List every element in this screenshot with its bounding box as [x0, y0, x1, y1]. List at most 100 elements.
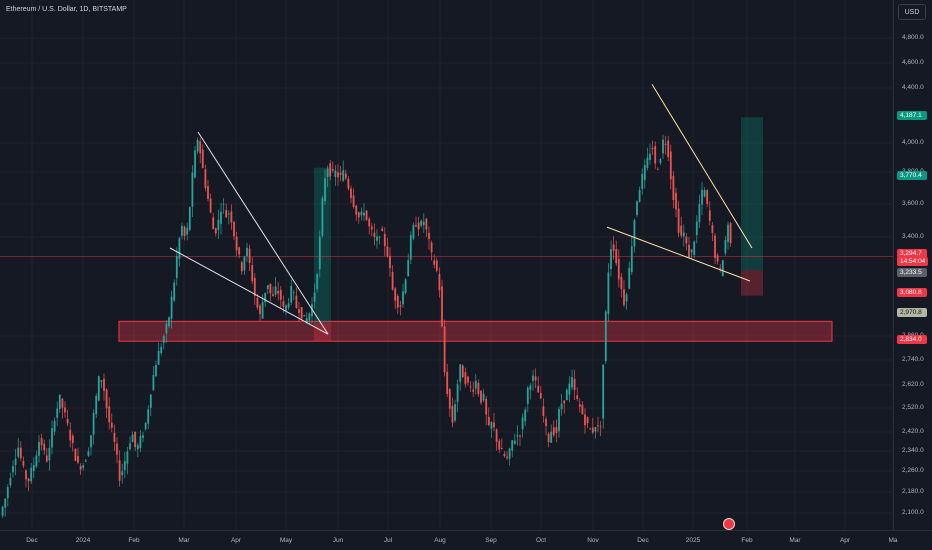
candle-body	[490, 421, 493, 429]
candle-body	[711, 225, 714, 233]
candle-body	[290, 285, 293, 303]
candle-body	[240, 262, 243, 272]
candle-body	[357, 212, 360, 218]
candle-body	[649, 153, 651, 160]
candle-body	[316, 274, 319, 290]
candle-body	[246, 247, 248, 257]
time-tick-label: Jun	[332, 537, 344, 544]
candle-body	[19, 447, 22, 459]
time-tick-label: Ma	[888, 537, 898, 544]
candle-body	[136, 445, 139, 450]
candle-body	[620, 276, 623, 289]
currency-button[interactable]: USD	[898, 4, 926, 20]
time-tick-label: May	[279, 537, 293, 544]
candle-body	[48, 447, 51, 461]
candle-body	[329, 163, 332, 177]
candle-body	[651, 147, 654, 150]
candle-body	[433, 260, 436, 265]
candle-body	[625, 294, 628, 302]
chart-title: Ethereum / U.S. Dollar, 1D, BITSTAMP	[6, 6, 127, 13]
candle-body	[220, 211, 222, 224]
long-position-stop	[314, 323, 331, 342]
candle-body	[186, 228, 189, 235]
candle-body	[123, 461, 126, 471]
time-axis-divider	[0, 530, 932, 531]
candle-body	[552, 427, 555, 436]
candle-body	[690, 249, 693, 253]
candle-body	[386, 246, 389, 257]
candle-body	[194, 150, 196, 178]
candle-body	[134, 431, 137, 448]
tradingview-events-icon[interactable]	[723, 518, 735, 530]
candle-body	[170, 296, 173, 319]
candle-body	[682, 232, 685, 237]
candle-body	[350, 188, 352, 198]
candle-body	[74, 448, 77, 462]
price-tick-label: 3,400.0	[902, 233, 924, 240]
candle-body	[542, 406, 545, 416]
candle-body	[168, 317, 170, 327]
candle-body	[160, 346, 163, 354]
price-tick-label: 2,620.0	[902, 381, 924, 388]
candle-body	[659, 159, 662, 163]
candle-body	[537, 385, 540, 393]
price-tick-label: 2,740.0	[902, 356, 924, 363]
candle-body	[248, 248, 251, 264]
price-tick-label: 2,520.0	[902, 404, 924, 411]
candle-body	[238, 247, 241, 255]
candle-body	[610, 249, 612, 270]
time-tick-label: Apr	[839, 537, 851, 544]
candle-body	[370, 226, 373, 230]
candle-body	[25, 470, 27, 480]
time-tick-label: Dec	[637, 537, 649, 544]
candle-body	[212, 217, 215, 230]
candle-body	[498, 440, 501, 450]
candle-body	[144, 422, 147, 430]
candle-body	[464, 372, 467, 385]
candle-body	[555, 427, 558, 433]
candle-body	[214, 228, 217, 234]
candle-body	[456, 384, 459, 402]
price-tick-label: 4,800.0	[902, 34, 924, 41]
candle-body	[571, 377, 573, 388]
price-tick-label: 4,600.0	[902, 59, 924, 66]
candle-body	[303, 314, 306, 317]
candle-body	[594, 426, 597, 432]
candle-body	[292, 292, 295, 293]
candle-body	[38, 441, 40, 456]
candle-body	[53, 420, 56, 432]
candle-body	[438, 273, 441, 291]
candle-body	[558, 409, 560, 432]
candle-body	[529, 385, 532, 390]
candle-body	[578, 404, 581, 407]
candle-body	[545, 418, 547, 426]
candle-body	[365, 210, 368, 220]
candle-body	[714, 235, 716, 258]
candle-body	[417, 222, 420, 230]
candle-body	[407, 260, 410, 277]
candle-body	[82, 465, 85, 468]
candle-body	[84, 460, 87, 462]
candle-body	[274, 286, 277, 295]
candle-body	[495, 429, 498, 442]
candle-body	[279, 289, 282, 300]
candle-body	[79, 466, 82, 470]
candle-body	[441, 286, 443, 327]
price-level-badge: 3,080.8	[897, 288, 927, 297]
candle-body	[147, 409, 150, 424]
candle-body	[513, 440, 516, 444]
candle-body	[116, 443, 118, 455]
trendline	[197, 131, 329, 335]
time-tick-label: Oct	[535, 537, 547, 544]
candle-body	[110, 422, 113, 428]
candle-body	[680, 225, 683, 236]
candle-body	[277, 290, 280, 294]
candle-body	[581, 404, 584, 415]
price-tick-label: 3,600.0	[902, 200, 924, 207]
candle-body	[500, 448, 503, 450]
candle-body	[173, 282, 176, 301]
candle-body	[342, 170, 345, 181]
candle-body	[428, 232, 430, 240]
candle-body	[355, 205, 358, 215]
